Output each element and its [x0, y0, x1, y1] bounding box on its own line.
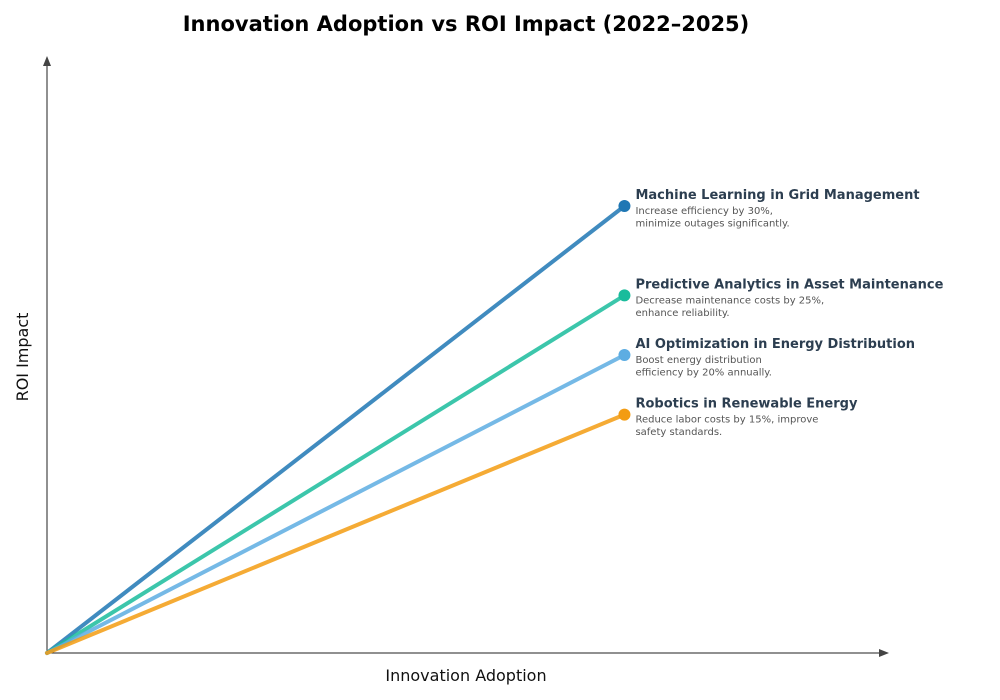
- series-line: [45, 412, 627, 655]
- x-axis-label: Innovation Adoption: [385, 666, 546, 685]
- series-end-marker: [618, 289, 631, 302]
- series-end-marker: [618, 200, 631, 212]
- series-description-line: efficiency by 20% annually.: [635, 368, 772, 379]
- series-line: [45, 353, 627, 655]
- chart-title: Innovation Adoption vs ROI Impact (2022–…: [183, 12, 750, 36]
- series-group: Robotics in Renewable Energy Reduce labor…: [45, 397, 858, 655]
- series-label: Predictive Analytics in Asset Maintenanc…: [635, 277, 943, 292]
- series-end-marker: [618, 408, 631, 421]
- series-end-marker: [618, 349, 631, 361]
- series-description-line: enhance reliability.: [635, 308, 729, 319]
- series-line: [45, 293, 627, 655]
- series-description-line: safety standards.: [635, 427, 722, 438]
- series-group: Predictive Analytics in Asset Maintenanc…: [45, 277, 944, 655]
- series-label: AI Optimization in Energy Distribution: [635, 337, 915, 352]
- series-description-line: Boost energy distribution: [635, 355, 761, 366]
- y-axis-label: ROI Impact: [13, 313, 32, 402]
- series-label: Robotics in Renewable Energy: [635, 397, 858, 412]
- series-layer: Machine Learning in Grid Management Incre…: [45, 188, 944, 655]
- series-description-line: minimize outages significantly.: [635, 219, 789, 230]
- series-group: Machine Learning in Grid Management Incre…: [45, 188, 920, 655]
- series-group: AI Optimization in Energy Distribution Bo…: [45, 337, 915, 655]
- series-description-line: Reduce labor costs by 15%, improve: [635, 415, 818, 426]
- series-description-line: Decrease maintenance costs by 25%,: [635, 295, 824, 306]
- series-label: Machine Learning in Grid Management: [635, 188, 919, 203]
- series-description-line: Increase efficiency by 30%,: [635, 206, 773, 217]
- series-line: [45, 204, 627, 655]
